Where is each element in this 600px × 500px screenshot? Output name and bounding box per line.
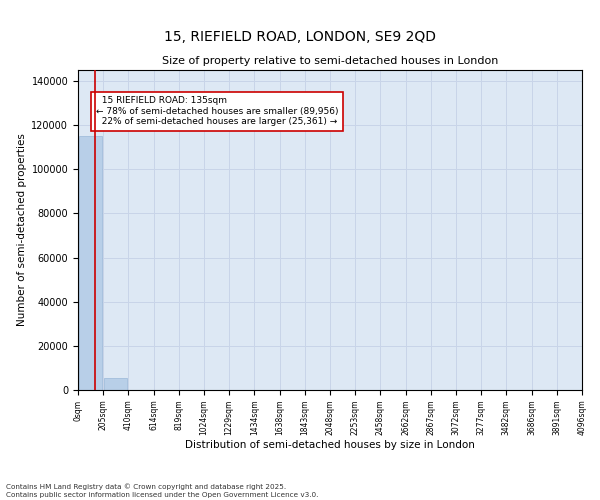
- Y-axis label: Number of semi-detached properties: Number of semi-detached properties: [17, 134, 27, 326]
- Bar: [104, 378, 127, 390]
- Text: 15 RIEFIELD ROAD: 135sqm
← 78% of semi-detached houses are smaller (89,956)
  22: 15 RIEFIELD ROAD: 135sqm ← 78% of semi-d…: [95, 96, 338, 126]
- Bar: [79, 136, 102, 390]
- Title: Size of property relative to semi-detached houses in London: Size of property relative to semi-detach…: [162, 56, 498, 66]
- Text: 15, RIEFIELD ROAD, LONDON, SE9 2QD: 15, RIEFIELD ROAD, LONDON, SE9 2QD: [164, 30, 436, 44]
- X-axis label: Distribution of semi-detached houses by size in London: Distribution of semi-detached houses by …: [185, 440, 475, 450]
- Text: Contains HM Land Registry data © Crown copyright and database right 2025.
Contai: Contains HM Land Registry data © Crown c…: [6, 484, 319, 498]
